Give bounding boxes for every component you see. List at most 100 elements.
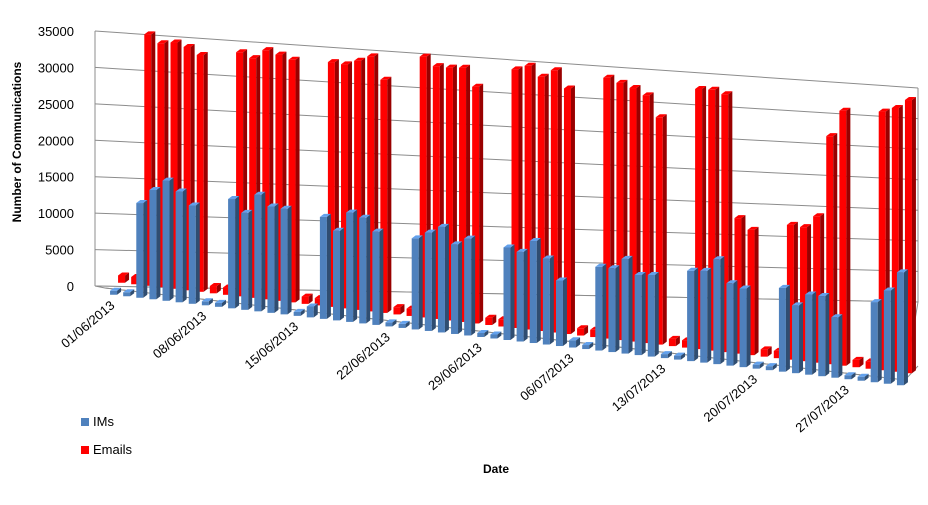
bar-top-face	[380, 76, 392, 80]
bar-ims	[319, 213, 331, 319]
bar-emails	[747, 226, 759, 356]
bar-ims	[162, 177, 174, 301]
bar-emails	[655, 114, 667, 345]
bar-front-face	[563, 88, 571, 335]
bar-side-face	[662, 114, 667, 345]
bar-ims	[503, 244, 515, 340]
bar-top-face	[739, 285, 751, 289]
bar-top-face	[437, 223, 449, 227]
bar-side-face	[400, 304, 405, 315]
bar-front-face	[346, 212, 354, 322]
bar-top-face	[393, 304, 405, 308]
bar-front-face	[123, 292, 131, 297]
bar-side-face	[366, 214, 371, 324]
bar-front-face	[687, 270, 695, 362]
bar-front-face	[603, 77, 611, 339]
bar-emails	[550, 67, 562, 333]
bar-top-face	[477, 329, 489, 333]
bar-top-face	[708, 86, 720, 90]
bar-front-face	[857, 376, 865, 381]
bar-front-face	[485, 317, 493, 325]
bar-top-face	[800, 224, 812, 228]
bar-side-face	[615, 265, 620, 353]
bar-top-face	[904, 97, 916, 101]
bar-emails	[826, 133, 838, 365]
bar-front-face	[183, 46, 191, 291]
bar-ims	[569, 337, 581, 348]
bar-top-face	[852, 356, 864, 360]
bar-top-face	[419, 53, 431, 57]
bar-ims	[149, 186, 161, 300]
bar-side-face	[444, 223, 449, 333]
bar-side-face	[125, 272, 130, 283]
bar-top-face	[734, 215, 746, 219]
bar-top-face	[687, 267, 699, 271]
bar-front-face	[760, 349, 768, 357]
bar-top-face	[826, 133, 838, 137]
bar-side-face	[295, 56, 300, 303]
bar-side-face	[877, 299, 882, 383]
bar-top-face	[175, 188, 187, 192]
bar-top-face	[319, 213, 331, 217]
bar-front-face	[844, 375, 852, 380]
bar-top-face	[818, 293, 830, 297]
bar-front-face	[424, 232, 432, 331]
bar-front-face	[726, 283, 734, 366]
bar-side-face	[833, 133, 838, 365]
bar-side-face	[675, 335, 680, 347]
bar-top-face	[424, 229, 436, 233]
bar-front-face	[222, 287, 230, 295]
bar-front-face	[891, 107, 899, 372]
bar-ims	[831, 314, 843, 378]
x-tick-label: 08/06/2013	[150, 308, 209, 361]
bar-side-face	[772, 363, 777, 371]
bar-ims	[529, 238, 541, 344]
bar-side-face	[182, 188, 187, 303]
bar-top-face	[288, 56, 300, 60]
bar-top-face	[327, 59, 339, 63]
bar-side-face	[733, 280, 738, 366]
bar-top-face	[372, 228, 384, 232]
bar-ims	[123, 289, 135, 297]
x-tick-label: 06/07/2013	[517, 350, 576, 403]
bar-top-face	[110, 287, 122, 291]
bar-ims	[595, 263, 607, 351]
bar-front-face	[818, 296, 826, 377]
bar-emails	[904, 97, 916, 374]
bar-top-face	[642, 92, 654, 96]
x-tick-label: 29/06/2013	[425, 340, 484, 393]
bar-front-face	[498, 319, 506, 327]
bar-front-face	[629, 88, 637, 342]
bar-emails	[380, 76, 392, 313]
bar-ims	[464, 235, 476, 336]
bar-front-face	[786, 224, 794, 360]
bar-front-face	[883, 290, 891, 384]
bar-side-face	[667, 351, 672, 359]
bar-front-face	[621, 258, 629, 354]
bar-front-face	[451, 244, 459, 334]
bar-front-face	[241, 212, 249, 310]
legend-swatch-emails	[81, 446, 89, 454]
bar-top-face	[537, 73, 549, 77]
gridline	[94, 66, 919, 120]
gridline	[94, 103, 919, 150]
bar-top-face	[608, 265, 620, 269]
bar-front-face	[432, 66, 440, 319]
bar-emails	[472, 83, 484, 324]
bar-ims	[896, 269, 908, 386]
bar-front-face	[437, 226, 445, 333]
bar-front-face	[228, 199, 236, 309]
x-tick-label: 20/07/2013	[701, 371, 760, 424]
bar-top-face	[569, 337, 581, 341]
bar-top-face	[280, 205, 292, 209]
bar-emails	[563, 85, 575, 335]
bar-side-face	[570, 85, 575, 335]
bar-emails	[839, 107, 851, 366]
bar-front-face	[490, 334, 498, 339]
bar-top-face	[472, 83, 484, 87]
bar-front-face	[826, 136, 834, 365]
bar-top-face	[805, 291, 817, 295]
bar-front-face	[319, 216, 327, 319]
bar-side-face	[707, 267, 712, 363]
bar-top-face	[529, 238, 541, 242]
